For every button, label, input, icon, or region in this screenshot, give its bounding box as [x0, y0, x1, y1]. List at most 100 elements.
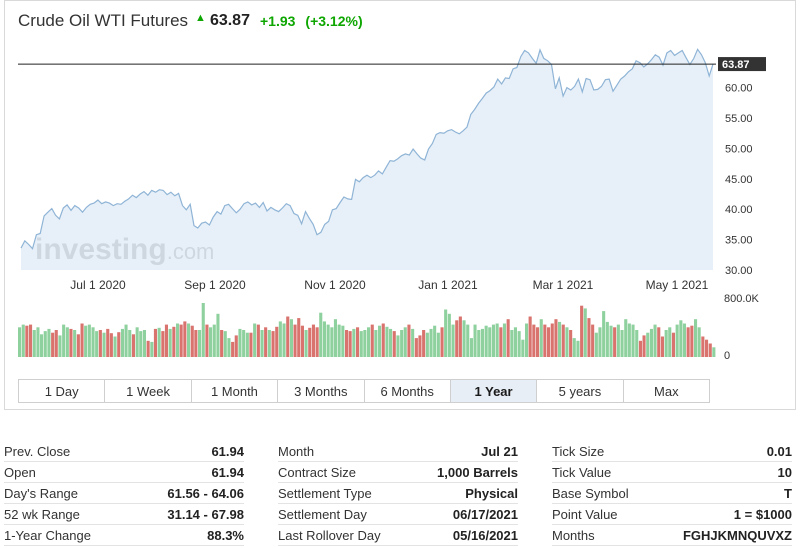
tab-1-month[interactable]: 1 Month	[191, 380, 279, 402]
volume-bar	[543, 324, 547, 357]
volume-bar	[128, 330, 132, 357]
volume-bar	[172, 326, 176, 357]
volume-bar	[245, 332, 249, 357]
volume-bar	[168, 328, 172, 357]
volume-bar	[583, 308, 587, 357]
stat-row: Tick Size 0.01	[552, 441, 792, 462]
volume-bar	[216, 313, 220, 357]
volume-bar	[502, 323, 506, 357]
price-change: +1.93	[259, 13, 296, 29]
tab-1-day[interactable]: 1 Day	[19, 380, 106, 402]
volume-bar	[234, 335, 238, 357]
volume-bar	[679, 320, 683, 357]
volume-bar	[411, 328, 415, 357]
volume-bar	[297, 318, 301, 357]
volume-bar	[576, 340, 580, 357]
volume-bar	[139, 331, 143, 357]
volume-bar	[278, 321, 282, 357]
stat-row: Prev. Close 61.94	[4, 441, 244, 462]
volume-bar	[400, 330, 404, 357]
volume-bar	[396, 335, 400, 357]
last-price-tag	[718, 57, 766, 72]
volume-bar	[322, 321, 326, 357]
tab-max[interactable]: Max	[623, 380, 709, 402]
volume-bar	[333, 319, 337, 357]
stat-label: Last Rollover Day	[278, 527, 381, 543]
volume-bar	[547, 327, 551, 357]
volume-bar	[352, 328, 356, 357]
volume-bar	[330, 327, 334, 357]
last-price: 63.87	[209, 12, 250, 29]
volume-bar	[473, 324, 477, 357]
volume-bar	[433, 325, 437, 357]
volume-bar	[701, 336, 705, 357]
volume-bar	[513, 327, 517, 357]
stat-label: Settlement Type	[278, 485, 372, 501]
tab-6-months[interactable]: 6 Months	[364, 380, 451, 402]
volume-bar	[517, 331, 521, 357]
volume-bar	[87, 324, 91, 357]
stat-label: 1-Year Change	[4, 527, 91, 543]
volume-bar	[484, 325, 488, 357]
stat-label: Point Value	[552, 506, 618, 522]
x-tick-label: Nov 1 2020	[304, 278, 366, 292]
price-line	[20, 48, 714, 250]
volume-bar	[436, 332, 440, 357]
price-area	[21, 49, 713, 270]
volume-bar	[326, 324, 330, 357]
stat-label: Prev. Close	[4, 443, 71, 459]
stat-value: 61.56 - 64.06	[167, 485, 244, 501]
tab-5-years[interactable]: 5 years	[537, 380, 624, 402]
volume-bar	[506, 319, 510, 357]
volume-bar	[558, 321, 562, 357]
volume-bar	[201, 303, 205, 357]
tab-1-week[interactable]: 1 Week	[105, 380, 192, 402]
stats-column-tick: Tick Size 0.01 Tick Value 10 Base Symbol T …	[552, 441, 792, 546]
tab-1-year[interactable]: 1 Year	[450, 380, 538, 402]
volume-bar	[40, 334, 44, 357]
volume-bar	[84, 325, 88, 357]
volume-bar	[319, 312, 323, 357]
volume-bar	[602, 311, 606, 357]
stat-row: Point Value 1 = $1000	[552, 504, 792, 525]
volume-bar	[429, 328, 433, 357]
stat-row: Base Symbol T	[552, 483, 792, 504]
volume-bar	[209, 327, 213, 357]
volume-bar	[51, 332, 55, 357]
volume-bar	[264, 327, 268, 357]
volume-bar	[102, 332, 106, 357]
volume-bar	[510, 330, 514, 357]
volume-bar	[260, 330, 264, 357]
volume-bar	[624, 319, 628, 357]
y-tick-label: 60.00	[725, 83, 753, 95]
volume-bar	[187, 323, 191, 357]
stats-column-price: Prev. Close 61.94 Open 61.94 Day's Range 61…	[4, 441, 244, 546]
volume-bar	[220, 330, 224, 357]
stat-value: 06/17/2021	[452, 506, 518, 522]
price-chart[interactable]: investing.com63.8730.0035.0040.0045.0050…	[0, 0, 800, 410]
volume-bar	[32, 330, 36, 357]
volume-bar	[642, 335, 646, 357]
volume-bar	[466, 324, 470, 357]
volume-bar	[657, 327, 661, 357]
stat-label: Day's Range	[4, 485, 79, 501]
volume-bar	[117, 332, 121, 357]
y-tick-label: 35.00	[725, 235, 753, 247]
tab-3-months[interactable]: 3 Months	[278, 380, 365, 402]
volume-bar	[106, 328, 110, 357]
stats-column-contract: Month Jul 21 Contract Size 1,000 Barrels S…	[278, 441, 518, 546]
volume-bar	[422, 330, 426, 357]
volume-bar	[447, 313, 451, 357]
volume-bar	[190, 325, 194, 357]
volume-bar	[150, 341, 154, 357]
volume-axis-top-label: 800.0K	[724, 293, 760, 305]
volume-bar	[142, 330, 146, 357]
volume-bar	[569, 330, 573, 357]
volume-bar	[62, 324, 66, 357]
volume-bar	[363, 330, 367, 357]
volume-bar	[686, 327, 690, 357]
volume-bar	[697, 327, 701, 357]
stat-label: Tick Size	[552, 443, 605, 459]
volume-bar	[183, 321, 187, 357]
last-price-tag-label: 63.87	[722, 59, 750, 71]
